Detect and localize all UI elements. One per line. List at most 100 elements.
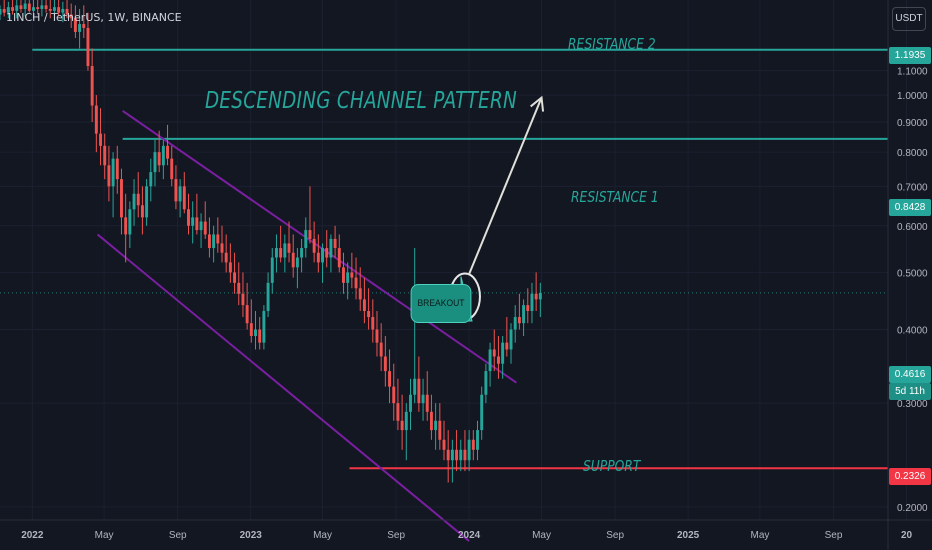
candle-body-122: [509, 329, 513, 350]
candle-91: [379, 323, 383, 372]
candle-body-83: [346, 272, 350, 283]
candle-128: [534, 272, 538, 312]
candle-body-128: [534, 293, 538, 300]
candle-body-120: [501, 342, 505, 364]
candle-64: [266, 272, 270, 318]
currency-unit-button[interactable]: USDT: [892, 7, 926, 31]
candle-body-121: [505, 342, 509, 350]
candle-body-38: [157, 152, 161, 166]
candle-94: [392, 363, 396, 421]
candle-body-119: [496, 356, 500, 364]
candle-86: [358, 267, 362, 312]
candle-body-72: [300, 248, 304, 258]
candle-47: [195, 193, 199, 235]
candle-body-84: [350, 272, 354, 278]
candle-body-7: [27, 3, 31, 11]
candle-74: [308, 186, 312, 244]
candle-104: [434, 403, 438, 450]
candle-5: [19, 0, 23, 13]
candle-body-113: [471, 439, 475, 450]
candle-101: [421, 378, 425, 421]
candle-21: [86, 12, 90, 71]
candle-body-61: [254, 329, 257, 336]
candle-109: [455, 430, 459, 472]
candle-6: [23, 0, 27, 17]
candle-31: [128, 201, 132, 249]
candle-body-87: [362, 299, 366, 312]
candle-53: [220, 225, 224, 263]
candle-127: [530, 282, 534, 324]
candle-10: [40, 0, 44, 17]
candle-24: [99, 108, 102, 166]
candle-body-68: [283, 243, 287, 258]
candle-body-69: [287, 243, 291, 253]
candle-body-55: [228, 262, 232, 273]
candle-68: [283, 234, 287, 273]
candle-body-9: [36, 7, 40, 9]
candle-70: [291, 234, 295, 278]
candle-body-2: [6, 7, 10, 13]
x-tick-label-3: 2023: [240, 530, 263, 541]
x-tick-label-8: Sep: [606, 530, 624, 541]
candle-body-63: [262, 311, 266, 343]
candle-99: [413, 248, 417, 404]
candle-12: [48, 0, 52, 19]
resistance1-label: RESISTANCE 1: [571, 188, 659, 206]
y-tick-label-7: 0.9000: [897, 118, 928, 129]
candle-120: [501, 335, 505, 379]
candle-37: [153, 139, 157, 187]
candle-body-80: [333, 238, 337, 249]
candle-20: [82, 5, 86, 38]
candle-3: [11, 0, 15, 15]
candle-105: [438, 403, 442, 450]
candle-58: [241, 272, 245, 318]
candle-body-41: [170, 158, 174, 180]
candle-62: [258, 317, 262, 350]
candle-body-54: [224, 252, 228, 263]
candle-body-50: [207, 234, 211, 249]
candle-56: [233, 252, 237, 294]
candle-121: [505, 317, 509, 357]
candle-body-47: [195, 217, 199, 231]
candle-body-8: [32, 7, 35, 11]
candle-2: [6, 1, 10, 19]
y-tick-label-1: 0.3000: [897, 399, 928, 410]
candle-body-89: [371, 317, 375, 330]
candle-body-43: [178, 186, 182, 202]
x-tick-label-7: May: [532, 530, 551, 541]
candle-body-74: [308, 230, 312, 239]
candle-54: [224, 234, 228, 273]
candle-108: [450, 439, 454, 483]
candle-30: [124, 193, 128, 263]
candle-body-110: [459, 449, 463, 461]
candle-48: [199, 213, 203, 249]
candle-body-116: [484, 371, 488, 395]
candle-body-57: [237, 282, 241, 294]
candle-body-123: [513, 317, 517, 330]
candle-84: [350, 252, 354, 289]
candle-body-29: [120, 179, 123, 218]
candle-123: [513, 305, 517, 343]
candle-body-109: [455, 449, 459, 461]
channel-lower-line: [96, 233, 470, 542]
candle-124: [517, 293, 521, 330]
resistance1-price-tag: 0.8428: [889, 199, 931, 216]
candle-19: [78, 8, 82, 49]
candle-body-16: [65, 8, 69, 15]
candle-body-13: [52, 7, 56, 11]
candle-85: [354, 257, 358, 300]
candle-34: [140, 186, 144, 235]
candle-body-20: [82, 24, 86, 28]
candle-72: [300, 238, 304, 273]
candle-41: [170, 145, 174, 187]
candle-body-96: [400, 420, 404, 431]
candle-body-107: [446, 449, 450, 461]
x-tick-label-4: May: [313, 530, 332, 541]
candle-55: [228, 243, 232, 283]
candle-0: [0, 5, 2, 21]
candle-body-6: [23, 3, 27, 9]
candle-52: [216, 217, 220, 253]
candle-82: [342, 252, 345, 294]
candle-89: [371, 299, 375, 343]
